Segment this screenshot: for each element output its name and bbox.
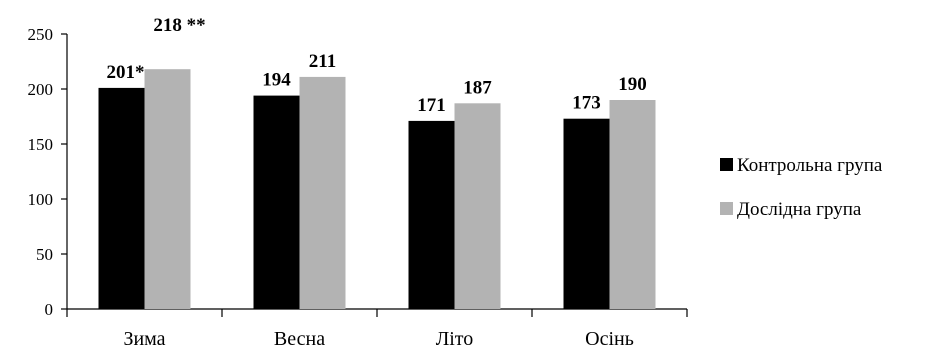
x-axis: Зима Весна Літо Осінь [66,308,688,350]
y-axis: 0 50 100 150 200 250 [28,25,68,319]
y-tick-label: 150 [28,135,54,154]
legend-label: Дослідна група [737,199,862,220]
data-label: 194 [262,70,291,91]
bar [454,103,501,309]
legend-swatch [720,202,733,215]
data-label: 171 [417,95,446,116]
x-tick-label: Осінь [585,328,634,350]
legend-label: Контрольна група [737,155,883,176]
data-label: 218 ** [153,15,205,36]
legend-swatch [720,158,733,171]
data-label: 201* [107,62,145,83]
bar [253,95,300,309]
bar [609,100,656,309]
bar [408,120,455,310]
data-labels: 201* 218 ** 194 211 171 187 173 190 [107,15,647,116]
bar [98,87,145,310]
bar [144,69,191,309]
y-tick-label: 0 [45,300,54,319]
bars [98,69,656,310]
x-tick-label: Зима [123,328,165,350]
bar [299,76,346,310]
bar [563,118,610,309]
legend: Контрольна група Дослідна група [720,155,883,220]
x-tick-label: Весна [274,328,325,350]
y-tick-label: 50 [36,245,53,264]
x-tick-label: Літо [436,328,474,350]
y-tick-label: 200 [28,80,54,99]
y-tick-label: 250 [28,25,54,44]
data-label: 190 [618,74,647,95]
data-label: 211 [309,51,336,72]
data-label: 187 [463,77,492,98]
data-label: 173 [572,93,601,114]
y-tick-label: 100 [28,190,54,209]
